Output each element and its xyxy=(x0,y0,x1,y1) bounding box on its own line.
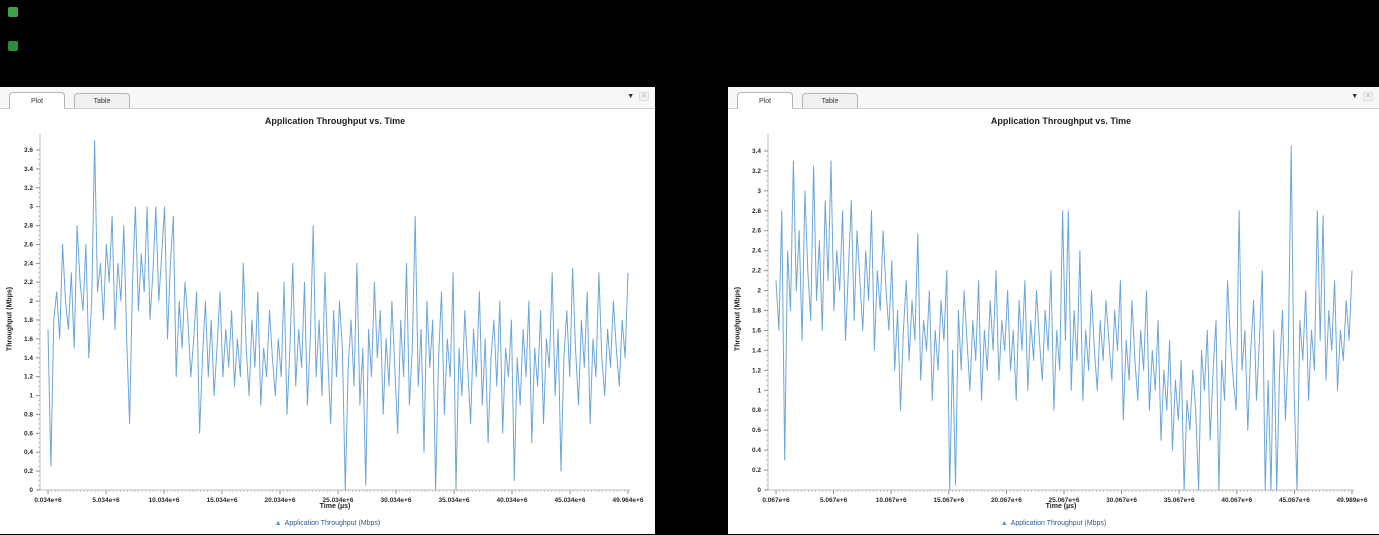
svg-text:0.8: 0.8 xyxy=(24,411,33,418)
plot-svg: 0 0.2 0.4 0.6 0.8 1 1.2 1.4 1.6 1.8 2 2.2 2.4 2.6 2.8 3… xyxy=(752,133,1368,504)
svg-text:25.067e+6: 25.067e+6 xyxy=(1049,497,1080,504)
svg-text:0.2: 0.2 xyxy=(24,468,33,475)
svg-text:20.034e+6: 20.034e+6 xyxy=(265,497,296,504)
svg-text:49.964e+6: 49.964e+6 xyxy=(613,497,644,504)
svg-text:3.6: 3.6 xyxy=(24,147,33,154)
dropdown-menu-icon[interactable]: ▼ xyxy=(1351,93,1359,100)
svg-text:35.067e+6: 35.067e+6 xyxy=(1164,497,1195,504)
svg-text:2.8: 2.8 xyxy=(752,208,761,215)
svg-text:3.4: 3.4 xyxy=(752,148,761,155)
data-series xyxy=(47,140,629,491)
svg-text:1.4: 1.4 xyxy=(24,355,33,362)
svg-text:1.6: 1.6 xyxy=(24,336,33,343)
svg-text:30.067e+6: 30.067e+6 xyxy=(1106,497,1137,504)
svg-text:45.067e+6: 45.067e+6 xyxy=(1279,497,1310,504)
svg-text:2: 2 xyxy=(757,288,761,295)
legend-label: Application Throughput (Mbps) xyxy=(284,520,381,527)
tab-bar: Plot Table ▼ ✕ xyxy=(0,87,655,109)
plot-window-right: Plot Table ▼ ✕ Application Throughput vs… xyxy=(728,87,1379,534)
tab-controls: ▼ ✕ xyxy=(1351,92,1373,101)
y-axis: 0 0.2 0.4 0.6 0.8 1 1.2 1.4 1.6 1.8 2 2.2 2.4 2.6 2.8 3… xyxy=(24,147,40,494)
x-axis: 0.034e+6 5.034e+6 10.034e+6 15.034e+6 20.034… xyxy=(34,490,644,504)
svg-text:45.034e+6: 45.034e+6 xyxy=(555,497,586,504)
svg-text:40.067e+6: 40.067e+6 xyxy=(1221,497,1252,504)
legend-label: Application Throughput (Mbps) xyxy=(1010,520,1107,527)
svg-text:1.4: 1.4 xyxy=(752,347,761,354)
svg-text:3.2: 3.2 xyxy=(24,185,33,192)
svg-text:1.8: 1.8 xyxy=(24,317,33,324)
svg-text:2.4: 2.4 xyxy=(752,248,761,255)
close-icon[interactable]: ✕ xyxy=(1363,92,1373,101)
chart-area: Application Throughput vs. Time Throughp… xyxy=(728,109,1379,535)
svg-text:1.8: 1.8 xyxy=(752,308,761,315)
axes xyxy=(39,133,630,491)
legend-marker-icon: ▲ xyxy=(1000,520,1008,527)
tab-table[interactable]: Table xyxy=(74,93,130,108)
svg-text:3: 3 xyxy=(29,204,33,211)
svg-text:1.6: 1.6 xyxy=(752,327,761,334)
plot-window-left: Plot Table ▼ ✕ Application Throughput vs… xyxy=(0,87,655,534)
tab-plot[interactable]: Plot xyxy=(9,92,65,109)
svg-text:2.2: 2.2 xyxy=(24,279,33,286)
svg-text:30.034e+6: 30.034e+6 xyxy=(381,497,412,504)
legend-marker-icon: ▲ xyxy=(274,520,282,527)
chart-title: Application Throughput vs. Time xyxy=(264,116,406,126)
tab-controls: ▼ ✕ xyxy=(627,92,649,101)
svg-text:0: 0 xyxy=(757,487,761,494)
tab-plot[interactable]: Plot xyxy=(737,92,793,109)
svg-text:2.6: 2.6 xyxy=(752,228,761,235)
plot-canvas: 0 0.2 0.4 0.6 0.8 1 1.2 1.4 1.6 1.8 2 2.2 2.4 2.6 2.8 3… xyxy=(0,127,655,505)
svg-text:25.034e+6: 25.034e+6 xyxy=(323,497,354,504)
x-axis-label: Time (µs) xyxy=(1045,503,1077,510)
chart-title: Application Throughput vs. Time xyxy=(990,116,1132,126)
dropdown-menu-icon[interactable]: ▼ xyxy=(627,93,635,100)
desktop-icon[interactable] xyxy=(8,7,18,17)
svg-text:0.4: 0.4 xyxy=(752,447,761,454)
svg-text:3.2: 3.2 xyxy=(752,168,761,175)
svg-text:0.034e+6: 0.034e+6 xyxy=(34,497,62,504)
svg-text:3: 3 xyxy=(757,188,761,195)
tab-table[interactable]: Table xyxy=(802,93,858,108)
svg-text:15.067e+6: 15.067e+6 xyxy=(933,497,964,504)
svg-text:2.4: 2.4 xyxy=(24,260,33,267)
plot-svg: 0 0.2 0.4 0.6 0.8 1 1.2 1.4 1.6 1.8 2 2.2 2.4 2.6 2.8 3… xyxy=(24,133,644,504)
svg-text:40.034e+6: 40.034e+6 xyxy=(497,497,528,504)
svg-text:3.4: 3.4 xyxy=(24,166,33,173)
plot-canvas: 0 0.2 0.4 0.6 0.8 1 1.2 1.4 1.6 1.8 2 2.2 2.4 2.6 2.8 3… xyxy=(728,127,1379,505)
x-axis: 0.067e+6 5.067e+6 10.067e+6 15.067e+6 20.067… xyxy=(762,490,1368,504)
svg-text:1: 1 xyxy=(757,387,761,394)
svg-text:0.067e+6: 0.067e+6 xyxy=(762,497,790,504)
svg-text:49.989e+6: 49.989e+6 xyxy=(1337,497,1368,504)
svg-text:0.4: 0.4 xyxy=(24,449,33,456)
svg-text:2.2: 2.2 xyxy=(752,268,761,275)
desktop-icon[interactable] xyxy=(8,41,18,51)
svg-text:20.067e+6: 20.067e+6 xyxy=(991,497,1022,504)
close-icon[interactable]: ✕ xyxy=(639,92,649,101)
svg-text:35.034e+6: 35.034e+6 xyxy=(439,497,470,504)
svg-text:5.034e+6: 5.034e+6 xyxy=(92,497,120,504)
tab-bar: Plot Table ▼ ✕ xyxy=(728,87,1379,109)
svg-text:10.034e+6: 10.034e+6 xyxy=(149,497,180,504)
svg-text:1.2: 1.2 xyxy=(24,374,33,381)
legend: ▲ Application Throughput (Mbps) xyxy=(0,520,655,527)
svg-text:0.2: 0.2 xyxy=(752,467,761,474)
y-axis: 0 0.2 0.4 0.6 0.8 1 1.2 1.4 1.6 1.8 2 2.2 2.4 2.6 2.8 3… xyxy=(752,148,768,494)
svg-text:1: 1 xyxy=(29,393,33,400)
svg-text:0: 0 xyxy=(29,487,33,494)
svg-text:15.034e+6: 15.034e+6 xyxy=(207,497,238,504)
svg-text:10.067e+6: 10.067e+6 xyxy=(876,497,907,504)
chart-area: Application Throughput vs. Time Throughp… xyxy=(0,109,655,535)
svg-text:2.6: 2.6 xyxy=(24,241,33,248)
legend: ▲ Application Throughput (Mbps) xyxy=(728,520,1379,527)
svg-text:0.6: 0.6 xyxy=(752,427,761,434)
x-axis-label: Time (µs) xyxy=(319,503,351,510)
svg-text:0.8: 0.8 xyxy=(752,407,761,414)
data-series xyxy=(775,145,1353,491)
svg-text:1.2: 1.2 xyxy=(752,367,761,374)
svg-text:2: 2 xyxy=(29,298,33,305)
svg-text:5.067e+6: 5.067e+6 xyxy=(820,497,848,504)
svg-text:2.8: 2.8 xyxy=(24,223,33,230)
svg-text:0.6: 0.6 xyxy=(24,430,33,437)
